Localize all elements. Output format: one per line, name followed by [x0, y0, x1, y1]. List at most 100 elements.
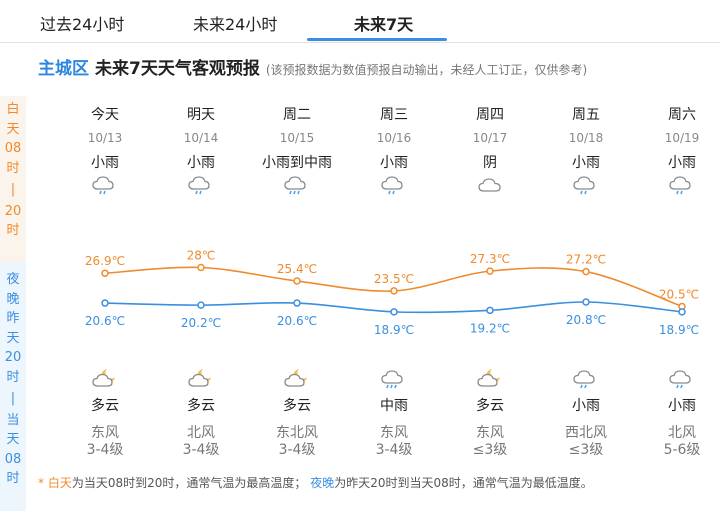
- night-column: 小雨 西北风 ≤3级: [541, 395, 631, 459]
- day-weather: 小雨: [91, 155, 119, 171]
- wind-level: 5-6级: [663, 442, 701, 458]
- night-weather: 小雨: [572, 398, 600, 414]
- day-weather: 小雨: [380, 155, 408, 171]
- day-of-week: 周五: [572, 107, 600, 123]
- day-date: 10/15: [279, 131, 315, 145]
- day-char: 时: [6, 160, 20, 176]
- high-temp-label: 25.4℃: [277, 262, 317, 276]
- day-char: 20: [4, 203, 22, 219]
- forecast-header: 主城区 未来7天天气客观预报 (该预报数据为数值预报自动输出，未经人工订正，仅供参考…: [38, 54, 587, 79]
- high-temp-label: 27.3℃: [470, 252, 510, 266]
- day-of-week: 明天: [187, 107, 215, 123]
- light-rain-icon: [90, 172, 120, 196]
- high-temp-point: [486, 267, 494, 275]
- night-weather: 多云: [91, 398, 119, 414]
- night-char: 天: [6, 330, 20, 346]
- high-temp-point: [390, 287, 398, 295]
- footnote-night-text: 为昨天20时到当天08时，通常气温为最低温度。: [334, 476, 593, 490]
- day-column-header: 明天 10/14 小雨: [156, 104, 246, 172]
- page-title: 未来7天天气客观预报: [95, 59, 260, 79]
- night-weather: 多云: [476, 398, 504, 414]
- day-char: |: [10, 182, 16, 197]
- tab-bar: 过去24小时 未来24小时 未来7天: [0, 0, 720, 43]
- overcast-icon: [475, 172, 505, 196]
- day-column-header: 周三 10/16 小雨: [349, 104, 439, 172]
- night-weather: 中雨: [380, 398, 408, 414]
- night-column: 小雨北风 5-6级: [637, 395, 720, 459]
- wind-level: ≤3级: [568, 442, 604, 458]
- district-name: 主城区: [38, 59, 89, 79]
- wind-direction: 东北风: [276, 425, 318, 441]
- day-date: 10/18: [568, 131, 604, 145]
- low-temp-label: 19.2℃: [470, 321, 510, 335]
- day-column-header: 周五 10/18 小雨: [541, 104, 631, 172]
- day-char: 白: [6, 102, 20, 117]
- footnote-day-text: 为当天08时到20时，通常气温为最高温度；: [71, 476, 307, 490]
- daytime-label: 白天 08 时 | 20 时: [0, 96, 26, 262]
- night-column: 多云北风 3-4级: [156, 395, 246, 459]
- moderate-rain-icon: [282, 172, 312, 196]
- light-rain-icon: [379, 172, 409, 196]
- tab-past-24h[interactable]: 过去24小时: [40, 15, 125, 34]
- day-column-header: 周六 10/19 小雨: [637, 104, 720, 172]
- footnote-prefix: *: [38, 476, 48, 490]
- wind-direction: 东风: [476, 425, 504, 441]
- light-rain-icon: [667, 366, 697, 390]
- day-date: 10/14: [183, 131, 219, 145]
- night-weather: 多云: [187, 398, 215, 414]
- day-date: 10/17: [472, 131, 508, 145]
- wind-level: 3-4级: [182, 442, 220, 458]
- day-char: 08: [4, 141, 22, 156]
- day-weather: 阴: [483, 155, 497, 171]
- low-temp-point: [678, 308, 686, 316]
- low-temp-label: 20.6℃: [85, 314, 125, 328]
- day-weather: 小雨: [668, 155, 696, 171]
- low-temp-point: [390, 308, 398, 316]
- night-char: |: [10, 391, 16, 406]
- day-weather: 小雨: [187, 155, 215, 171]
- wind-direction: 北风: [668, 425, 696, 441]
- nighttime-label: 夜晚昨天 20 时 | 当天 08 时: [0, 262, 26, 511]
- night-char: 时: [6, 471, 20, 486]
- day-column-header: 今天 10/13 小雨: [60, 104, 150, 172]
- day-date: 10/13: [87, 131, 123, 145]
- low-temp-label: 18.9℃: [659, 323, 699, 337]
- low-temp-label: 20.2℃: [181, 316, 221, 330]
- tab-next-24h[interactable]: 未来24小时: [193, 15, 278, 34]
- high-temp-point: [197, 263, 205, 272]
- night-column: 多云 东北风 3-4级: [252, 395, 342, 459]
- day-char: 时: [6, 223, 20, 238]
- day-char: 天: [6, 121, 20, 137]
- night-weather: 小雨: [668, 398, 696, 414]
- high-temp-label: 23.5℃: [374, 272, 414, 286]
- low-temp-point: [486, 306, 494, 315]
- light-rain-icon: [667, 172, 697, 196]
- footnote-day-term: 白天: [47, 476, 72, 490]
- night-weather: 多云: [283, 398, 311, 414]
- wind-direction: 东风: [380, 425, 408, 441]
- day-of-week: 周六: [668, 107, 696, 123]
- partly-cloudy-night-icon: [282, 366, 312, 390]
- wind-level: 3-4级: [86, 442, 124, 458]
- night-char: 晚: [6, 291, 20, 307]
- tab-next-7d[interactable]: 未来7天: [354, 15, 414, 34]
- day-date: 10/19: [664, 131, 700, 145]
- light-rain-icon: [186, 172, 216, 196]
- day-weather: 小雨到中雨: [262, 155, 332, 171]
- night-column: 多云东风 ≤3级: [445, 395, 535, 459]
- night-char: 当: [6, 412, 20, 428]
- day-of-week: 今天: [91, 107, 119, 123]
- night-char: 08: [4, 451, 22, 467]
- low-temp-point: [293, 299, 301, 307]
- high-temp-label: 27.2℃: [566, 253, 606, 267]
- partly-cloudy-night-icon: [186, 366, 216, 390]
- day-of-week: 周二: [283, 107, 311, 123]
- footnote-night-term: 夜晚: [310, 476, 335, 490]
- night-char: 天: [6, 432, 20, 447]
- high-temp-point: [582, 267, 590, 276]
- day-weather: 小雨: [572, 155, 600, 171]
- wind-direction: 北风: [187, 425, 215, 441]
- wind-level: ≤3级: [472, 442, 508, 458]
- night-char: 夜: [6, 272, 20, 287]
